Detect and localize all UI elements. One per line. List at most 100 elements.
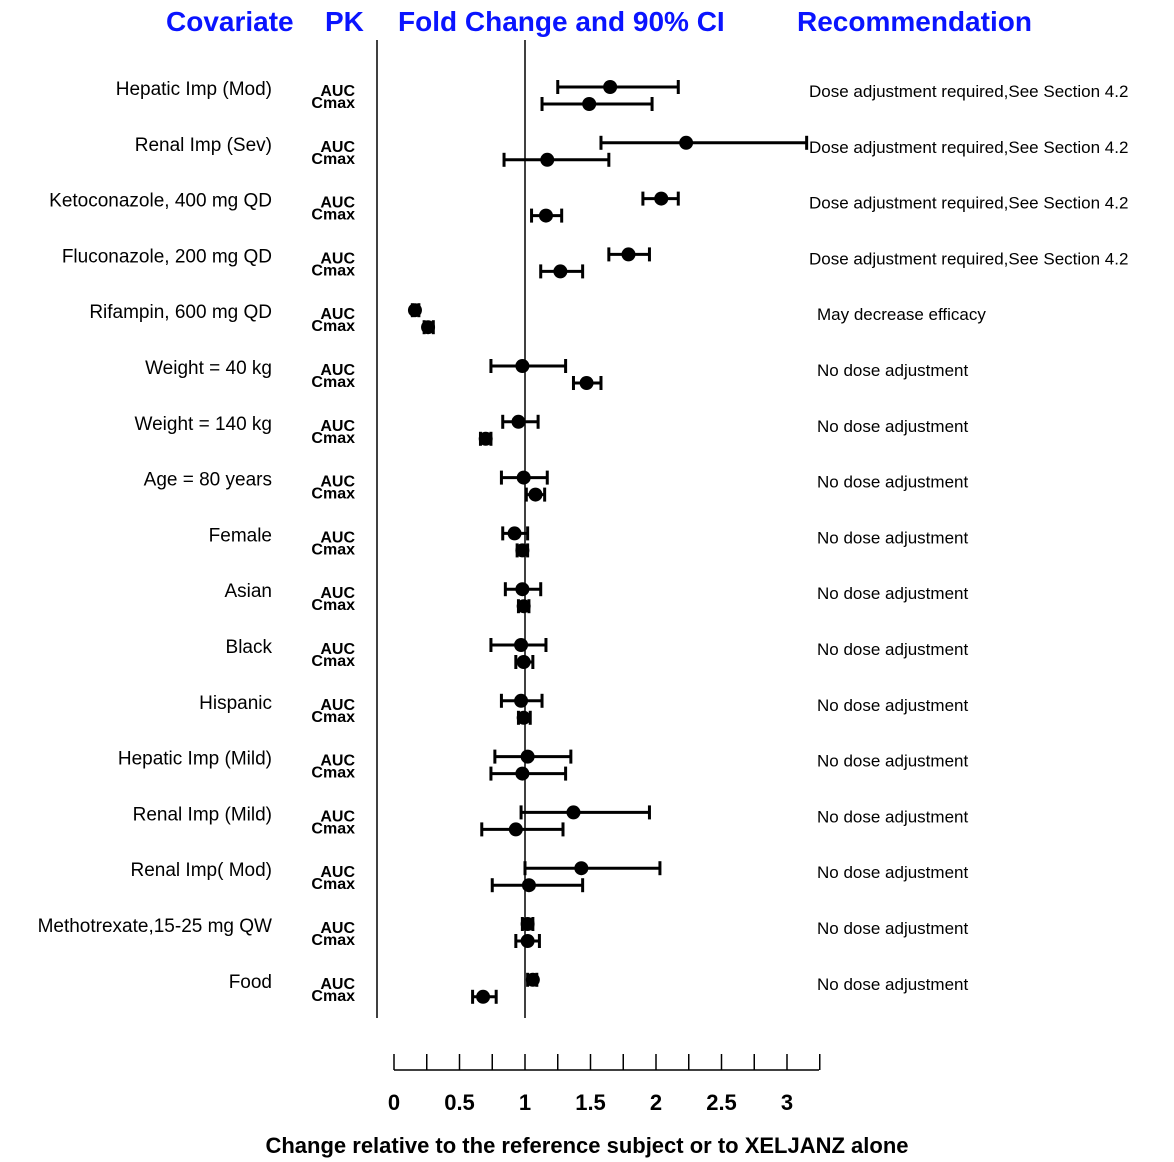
recommendation-text: No dose adjustment [817,640,968,659]
covariate-label: Renal Imp( Mod) [131,860,273,881]
pk-label-cmax: Cmax [311,151,355,168]
pk-label-cmax: Cmax [311,95,355,112]
pk-label-auc: AUC [320,753,355,770]
pk-label-cmax: Cmax [311,765,355,782]
pk-label-auc: AUC [320,306,355,323]
x-tick-label: 0 [388,1090,400,1115]
auc-point-estimate [511,414,526,429]
covariate-label: Black [226,637,273,658]
covariate-label: Renal Imp (Sev) [135,135,272,156]
covariate-label: Weight = 40 kg [145,358,272,379]
recommendation-text: No dose adjustment [817,528,968,547]
cmax-point-estimate [521,878,536,893]
pk-label-auc: AUC [320,585,355,602]
pk-label-cmax: Cmax [311,541,355,558]
pk-label-auc: AUC [320,83,355,100]
header-fold-change: Fold Change and 90% CI [398,6,725,37]
covariate-label: Renal Imp (Mild) [133,804,272,825]
recommendation-text: Dose adjustment required,See Section 4.2 [809,82,1128,101]
auc-point-estimate [515,359,530,373]
pk-label-cmax: Cmax [311,820,355,837]
covariate-label: Ketoconazole, 400 mg QD [49,191,272,212]
recommendation-text: No dose adjustment [817,807,968,826]
auc-point-estimate [514,638,529,652]
x-tick-label: 0.5 [444,1090,475,1115]
header-covariate: Covariate [166,6,294,37]
pk-label-auc: AUC [320,920,355,937]
pk-label-auc: AUC [320,529,355,546]
auc-point-estimate [407,303,422,318]
recommendation-text: No dose adjustment [817,919,968,938]
auc-point-estimate [515,582,530,597]
pk-label-auc: AUC [320,697,355,714]
pk-label-auc: AUC [320,808,355,825]
cmax-point-estimate [528,487,543,502]
pk-label-cmax: Cmax [311,597,355,614]
cmax-point-estimate [515,543,530,558]
recommendation-text: No dose adjustment [817,696,968,715]
pk-label-cmax: Cmax [311,709,355,726]
pk-label-auc: AUC [320,641,355,658]
header-pk: PK [325,6,364,37]
covariate-label: Methotrexate,15-25 mg QW [38,916,272,937]
pk-label-auc: AUC [320,250,355,267]
pk-label-auc: AUC [320,362,355,379]
pk-label-auc: AUC [320,139,355,156]
pk-label-auc: AUC [320,976,355,993]
covariate-label: Hispanic [199,693,272,714]
covariate-label: Asian [224,581,272,602]
auc-point-estimate [679,135,694,150]
cmax-point-estimate [508,822,523,837]
pk-label-auc: AUC [320,418,355,435]
x-tick-label: 2 [650,1090,662,1115]
cmax-point-estimate [516,710,531,725]
cmax-point-estimate [516,599,531,614]
auc-point-estimate [574,861,589,876]
cmax-point-estimate [515,766,530,781]
x-axis: 0 0.5 1 1.5 2 2.5 3 [388,1054,821,1115]
auc-point-estimate [654,191,669,206]
pk-label-auc: AUC [320,474,355,491]
covariate-label: Female [209,525,272,546]
cmax-point-estimate [538,208,553,223]
pk-label-auc: AUC [320,864,355,881]
pk-label-cmax: Cmax [311,653,355,670]
cmax-point-estimate [516,655,531,669]
covariate-label: Weight = 140 kg [135,414,273,435]
auc-point-estimate [516,470,531,485]
auc-point-estimate [520,917,535,931]
auc-point-estimate [507,526,522,541]
pk-label-cmax: Cmax [311,486,355,503]
recommendation-text: No dose adjustment [817,361,968,380]
cmax-point-estimate [540,152,555,167]
header-recommendation: Recommendation [797,6,1032,37]
x-axis-title: Change relative to the reference subject… [265,1133,909,1158]
pk-label-cmax: Cmax [311,207,355,224]
cmax-point-estimate [421,320,436,335]
pk-label-cmax: Cmax [311,262,355,279]
pk-label-cmax: Cmax [311,988,355,1005]
pk-label-cmax: Cmax [311,932,355,949]
recommendation-text: No dose adjustment [817,752,968,771]
pk-label-cmax: Cmax [311,318,355,335]
cmax-point-estimate [579,376,594,390]
x-tick-label: 2.5 [706,1090,737,1115]
pk-label-cmax: Cmax [311,374,355,391]
cmax-point-estimate [476,989,491,1004]
covariate-label: Food [229,972,272,993]
covariate-label: Hepatic Imp (Mod) [116,79,272,100]
